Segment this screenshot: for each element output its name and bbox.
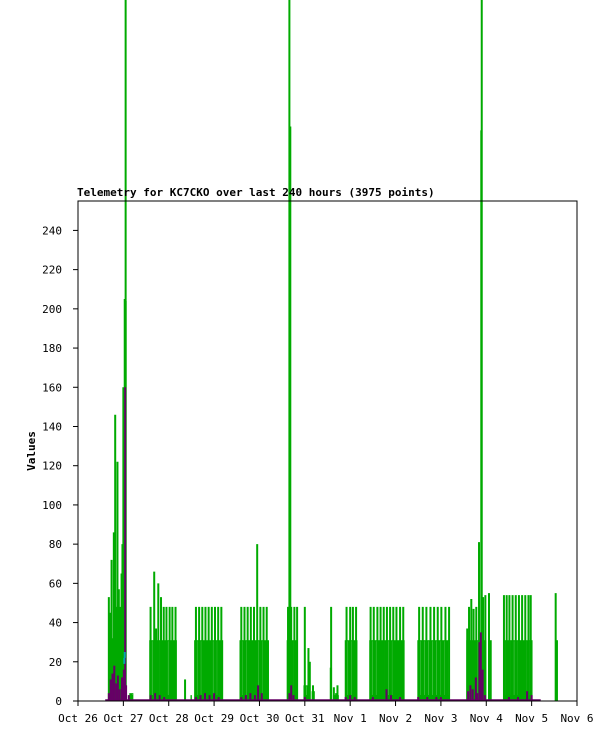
y-axis: 0 20 40 60 80 100 120 140 160 180 200 220 240 — [42, 224, 78, 708]
x-tick-label: Nov 2 — [379, 712, 412, 725]
y-tick-label: 140 — [42, 420, 62, 433]
y-tick-label: 40 — [49, 617, 62, 630]
series-primary — [107, 0, 558, 701]
x-tick-label: Oct 26 — [58, 712, 98, 725]
data-block — [303, 685, 311, 701]
y-tick-label: 0 — [55, 695, 62, 708]
y-tick-label: 100 — [42, 499, 62, 512]
x-tick-label: Oct 29 — [194, 712, 234, 725]
series-secondary — [105, 387, 541, 701]
x-tick-label: Nov 6 — [560, 712, 593, 725]
y-tick-label: 160 — [42, 381, 62, 394]
x-tick-label: Oct 31 — [285, 712, 325, 725]
x-tick-label: Oct 27 — [103, 712, 143, 725]
y-tick-label: 220 — [42, 264, 62, 277]
y-tick-label: 60 — [49, 577, 62, 590]
data-block — [129, 693, 134, 701]
x-tick-label: Oct 28 — [149, 712, 189, 725]
y-tick-label: 120 — [42, 460, 62, 473]
y-tick-label: 80 — [49, 538, 62, 551]
plot-frame — [77, 200, 578, 702]
x-tick-label: Nov 4 — [470, 712, 503, 725]
x-tick-label: Oct 30 — [240, 712, 280, 725]
data-block — [190, 695, 192, 701]
y-tick-label: 20 — [49, 656, 62, 669]
x-tick-label: Nov 5 — [515, 712, 548, 725]
y-axis-label: Values — [25, 431, 38, 471]
x-tick-label: Nov 3 — [424, 712, 457, 725]
y-tick-label: 240 — [42, 224, 62, 237]
y-tick-label: 180 — [42, 342, 62, 355]
x-axis: Oct 26 Oct 27 Oct 28 Oct 29 Oct 30 Oct 31 Nov … — [58, 701, 594, 725]
y-tick-label: 200 — [42, 303, 62, 316]
x-tick-label: Nov 1 — [334, 712, 367, 725]
data-layer — [105, 0, 558, 701]
chart-title: Telemetry for KC7CKO over last 240 hours… — [77, 186, 435, 199]
